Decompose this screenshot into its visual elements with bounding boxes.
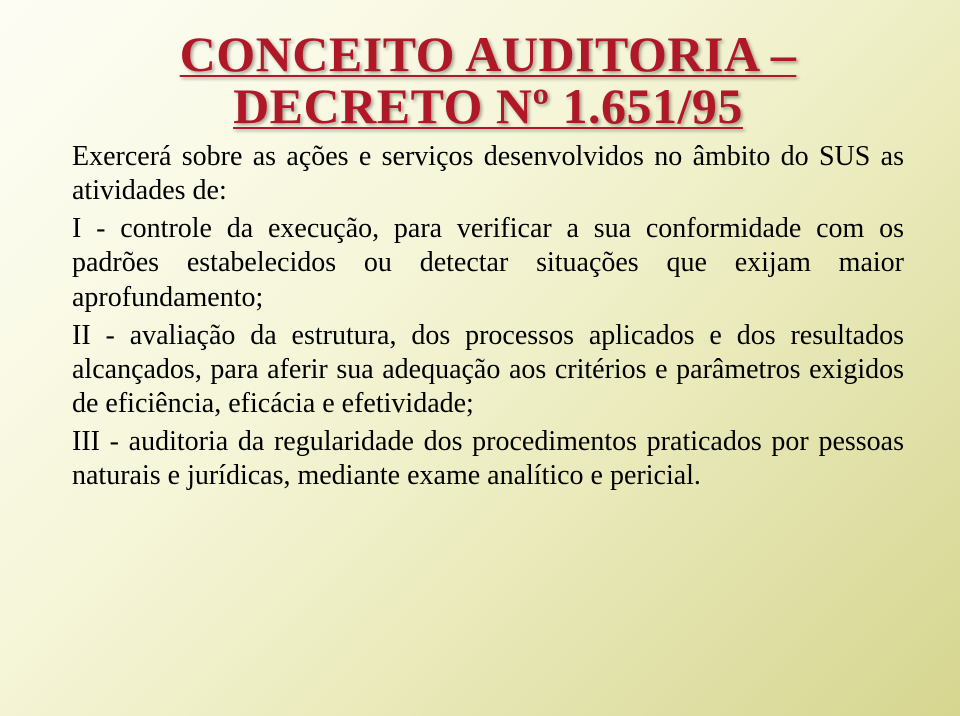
list-item: I - controle da execução, para verificar… bbox=[72, 212, 904, 314]
title-line-1: CONCEITO AUDITORIA – bbox=[72, 28, 904, 80]
title-block: CONCEITO AUDITORIA – DECRETO Nº 1.651/95 bbox=[72, 28, 904, 132]
title-line-2: DECRETO Nº 1.651/95 bbox=[72, 80, 904, 132]
list-item: II - avaliação da estrutura, dos process… bbox=[72, 319, 904, 421]
slide-container: CONCEITO AUDITORIA – DECRETO Nº 1.651/95… bbox=[0, 0, 960, 716]
list-item: III - auditoria da regularidade dos proc… bbox=[72, 425, 904, 493]
lead-paragraph: Exercerá sobre as ações e serviços desen… bbox=[72, 140, 904, 208]
body-text: Exercerá sobre as ações e serviços desen… bbox=[72, 140, 904, 494]
